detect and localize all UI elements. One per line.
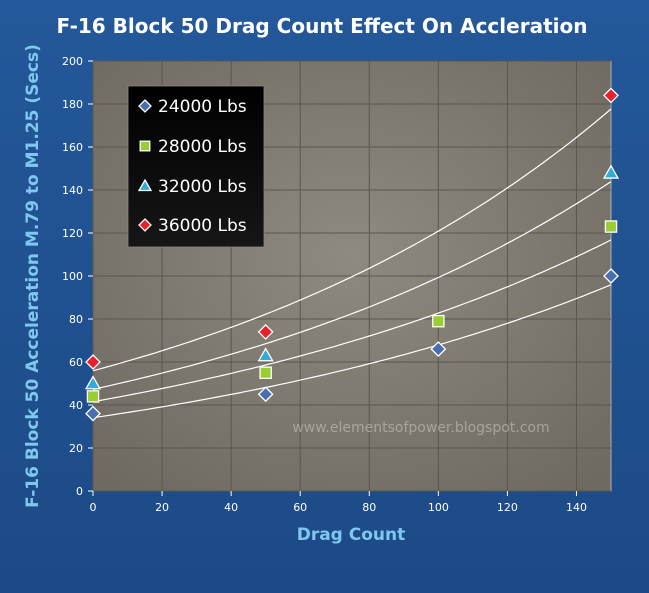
- x-tick-label: 100: [428, 501, 449, 514]
- trendline: [92, 181, 612, 390]
- data-point-series-2: [259, 366, 272, 379]
- data-point-series-3: [257, 347, 274, 362]
- y-tick-label: 20: [69, 442, 83, 455]
- data-point-series-2: [432, 314, 445, 328]
- y-tick-label: 40: [69, 399, 83, 412]
- x-tick-label: 40: [224, 501, 238, 514]
- watermark: www.elementsofpower.blogspot.com: [292, 420, 549, 436]
- x-tick-label: 120: [497, 501, 518, 514]
- legend-marker-2: [139, 140, 151, 152]
- y-tick-label: 60: [69, 356, 83, 369]
- y-tick-label: 180: [62, 98, 83, 111]
- legend-label-2: 28000 Lbs: [158, 137, 247, 157]
- data-point-series-4: [603, 87, 619, 104]
- x-axis-title: Drag Count: [297, 525, 406, 545]
- data-point-series-2: [86, 390, 100, 403]
- ticks: 0 20 40 60 80 100 120 140 160 180 200 0 20 40 60 80 100 1…: [62, 55, 587, 514]
- x-tick-label: 0: [90, 501, 97, 514]
- x-tick-label: 80: [362, 501, 376, 514]
- legend-marker-4: [138, 218, 152, 232]
- data-point-series-1: [603, 268, 619, 284]
- x-tick-label: 140: [566, 501, 587, 514]
- x-tick-label: 20: [155, 501, 169, 514]
- data-point-series-3: [602, 164, 620, 179]
- trendline: [92, 108, 612, 372]
- y-tick-label: 0: [76, 485, 83, 498]
- data-point-series-3: [84, 375, 102, 390]
- data-markers: [84, 87, 620, 422]
- y-tick-label: 100: [62, 270, 83, 283]
- legend: 24000 Lbs 28000 Lbs 32000 Lbs 36000 Lbs: [127, 85, 265, 248]
- y-tick-label: 80: [69, 313, 83, 326]
- legend-label-3: 32000 Lbs: [158, 177, 247, 197]
- legend-label-4: 36000 Lbs: [158, 216, 247, 236]
- trendline: [92, 284, 612, 419]
- chart-title: F-16 Block 50 Drag Count Effect On Accle…: [57, 14, 588, 38]
- y-tick-label: 200: [62, 55, 83, 68]
- y-tick-label: 160: [62, 141, 83, 154]
- legend-marker-1: [138, 99, 152, 113]
- data-point-series-1: [430, 341, 447, 358]
- y-tick-label: 120: [62, 227, 83, 240]
- data-point-series-1: [85, 405, 101, 422]
- data-point-series-2: [604, 220, 618, 233]
- y-tick-label: 140: [62, 184, 83, 197]
- data-point-series-4: [257, 323, 274, 340]
- legend-box: [127, 85, 265, 248]
- y-axis-title: F-16 Block 50 Acceleration M.79 to M1.25…: [23, 44, 43, 508]
- x-tick-label: 60: [293, 501, 307, 514]
- legend-marker-3: [137, 178, 153, 192]
- trendline: [92, 239, 612, 403]
- trendlines: [92, 108, 612, 419]
- data-point-series-1: [257, 386, 274, 403]
- data-point-series-4: [85, 354, 101, 370]
- legend-label-1: 24000 Lbs: [158, 97, 247, 117]
